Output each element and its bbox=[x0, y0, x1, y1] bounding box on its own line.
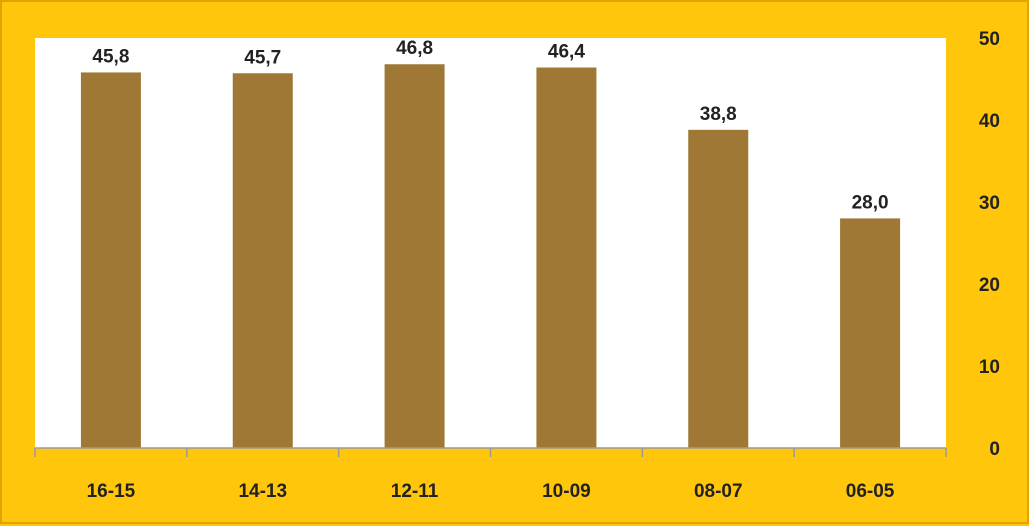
bar-16-15 bbox=[80, 72, 141, 448]
bar-value-label: 28,0 bbox=[852, 192, 889, 213]
y-tick-label: 20 bbox=[979, 275, 1000, 296]
bar-value-label: 46,4 bbox=[548, 42, 585, 63]
bar-value-label: 45,7 bbox=[244, 47, 281, 68]
y-tick-label: 40 bbox=[979, 111, 1000, 132]
y-tick-label: 10 bbox=[979, 357, 1000, 378]
y-tick-label: 50 bbox=[979, 29, 1000, 50]
bar-12-11 bbox=[384, 64, 445, 449]
y-tick-label: 30 bbox=[979, 193, 1000, 214]
x-ticks-group bbox=[34, 448, 947, 457]
bar-value-label: 38,8 bbox=[700, 104, 737, 125]
bars-group bbox=[80, 64, 901, 449]
bar-labels-group: 45,8 45,7 46,8 46,4 38,8 28,0 bbox=[92, 38, 888, 213]
bar-10-09 bbox=[536, 67, 597, 449]
plot-area bbox=[35, 38, 946, 448]
category-label: 14-13 bbox=[238, 481, 287, 502]
bar-06-05 bbox=[840, 218, 901, 448]
category-label: 08-07 bbox=[694, 481, 743, 502]
bar-14-13 bbox=[232, 73, 293, 448]
category-label: 16-15 bbox=[87, 481, 136, 502]
bar-value-label: 45,8 bbox=[92, 46, 129, 67]
bar-value-label: 46,8 bbox=[396, 38, 433, 59]
category-label: 12-11 bbox=[391, 481, 439, 502]
category-label: 06-05 bbox=[846, 481, 895, 502]
y-tick-labels-group: 0 10 20 30 40 50 bbox=[979, 29, 1000, 460]
bar-08-07 bbox=[688, 129, 749, 448]
category-labels-group: 16-15 14-13 12-11 10-09 08-07 06-05 bbox=[87, 481, 895, 502]
category-label: 10-09 bbox=[542, 481, 591, 502]
y-tick-label: 0 bbox=[989, 439, 1000, 460]
